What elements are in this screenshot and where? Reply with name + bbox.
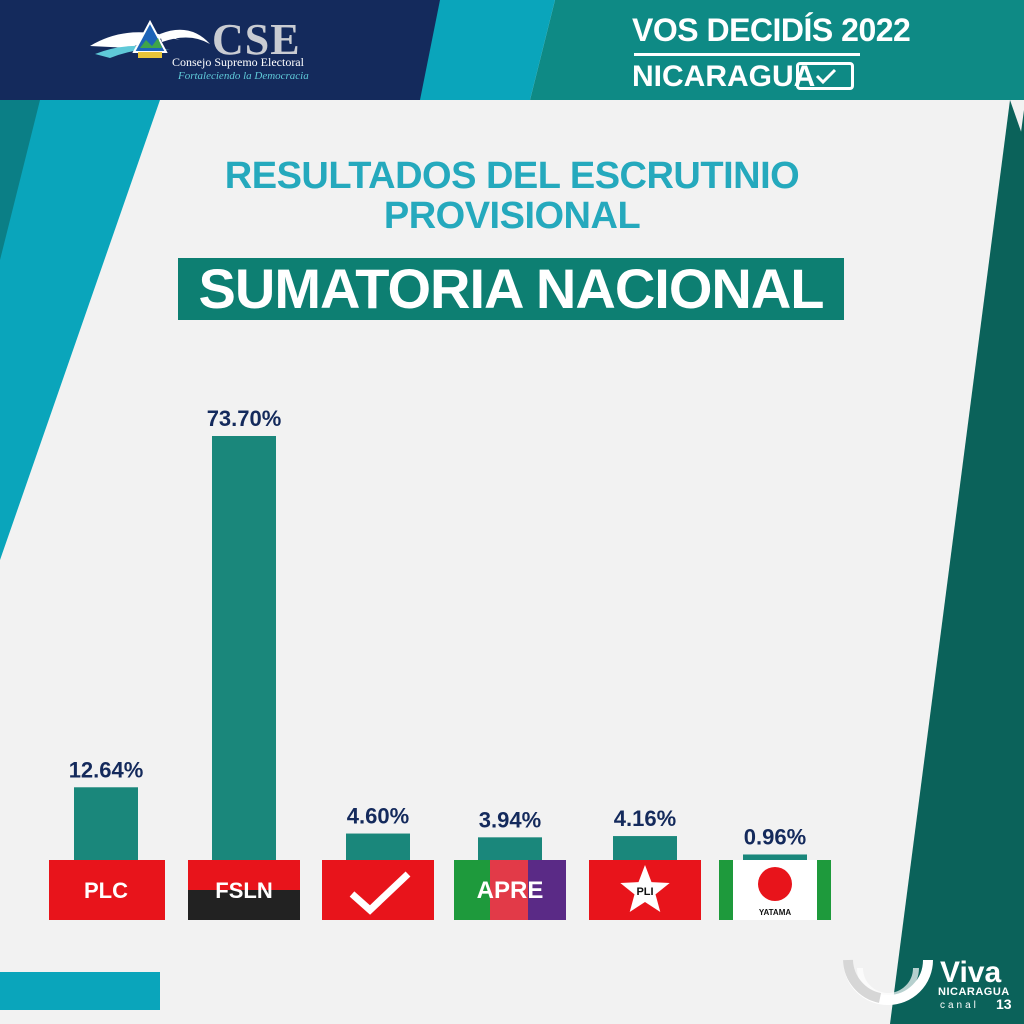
cse-subtitle: Consejo Supremo Electoral — [172, 55, 304, 69]
page-title: RESULTADOS DEL ESCRUTINIO PROVISIONAL — [160, 156, 864, 236]
footer-cyan-strip — [0, 972, 160, 1010]
title-line1: RESULTADOS DEL ESCRUTINIO — [224, 155, 800, 197]
party-logo-3 — [454, 860, 566, 920]
bar-5 — [743, 854, 807, 860]
brand-channel: canal — [940, 1000, 979, 1011]
header-cyan-strip — [420, 0, 555, 100]
fsln-flag-bottom — [188, 890, 300, 920]
check-flag-bg — [322, 860, 434, 920]
cse-name: CSE — [212, 15, 301, 64]
yatama-emblem-icon — [758, 867, 792, 901]
apre-purple — [528, 860, 566, 920]
plc-flag-bg — [49, 860, 165, 920]
title-line2: PROVISIONAL — [383, 195, 641, 237]
brand-channel-number: 13 — [996, 996, 1012, 1012]
category-label-3: APRE — [477, 877, 544, 904]
party-logo-2 — [322, 860, 434, 920]
brand-subtitle: NICARAGUA — [938, 986, 1010, 998]
right-teal-wide — [890, 100, 1024, 1024]
party-logo-4 — [589, 860, 701, 920]
category-label-1: FSLN — [215, 878, 272, 903]
bar-4 — [613, 836, 677, 860]
party-logo-0 — [49, 860, 165, 920]
value-label-5: 0.96% — [744, 824, 806, 849]
fsln-flag-top — [188, 860, 300, 890]
left-dark-panel — [0, 100, 40, 260]
header-teal-bar — [530, 0, 1024, 100]
checkbox-icon — [796, 62, 854, 90]
value-label-4: 4.16% — [614, 806, 676, 831]
bar-3 — [478, 837, 542, 860]
left-cyan-panel — [0, 100, 160, 560]
check-icon — [349, 871, 411, 915]
party-logo-5 — [719, 860, 831, 920]
star-icon — [620, 865, 670, 912]
apre-green — [454, 860, 492, 920]
bar-1 — [212, 436, 276, 860]
cse-logo-emblem — [90, 19, 210, 58]
value-label-0: 12.64% — [69, 757, 144, 782]
cse-tagline: Fortaleciendo la Democracia — [178, 70, 309, 82]
check-icon — [815, 68, 837, 85]
campaign-country: NICARAGUA — [632, 60, 816, 93]
category-label-5: YATAMA — [759, 908, 792, 917]
viva-logo-mark — [843, 959, 933, 1005]
campaign-divider — [634, 53, 860, 56]
value-label-2: 4.60% — [347, 804, 409, 829]
bar-2 — [346, 833, 410, 860]
apre-red — [490, 860, 530, 920]
party-logo-1 — [188, 860, 300, 920]
category-label-4: PLI — [636, 886, 653, 898]
value-label-1: 73.70% — [207, 406, 282, 431]
bar-0 — [74, 787, 138, 860]
value-label-3: 3.94% — [479, 807, 541, 832]
header-navy-bar — [0, 0, 440, 100]
brand-name: Viva — [940, 956, 1002, 989]
title-banner: SUMATORIA NACIONAL — [178, 258, 844, 320]
category-label-0: PLC — [84, 878, 128, 903]
